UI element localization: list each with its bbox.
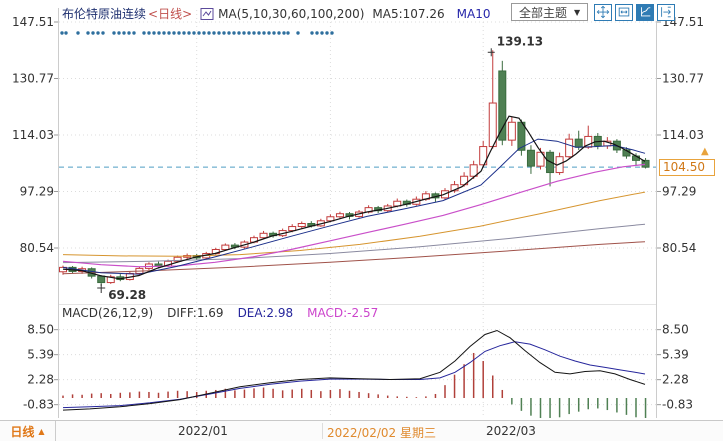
macd-axis-label-left: 8.50 <box>27 323 54 337</box>
price-markers-layer: 139.13 69.28 <box>97 34 543 302</box>
macd-axis-label-right: 2.28 <box>662 373 689 387</box>
event-dots-layer <box>60 31 334 35</box>
chart-header: 布伦特原油连续 <日线> MA(5,10,30,60,100,200) MA5:… <box>62 5 490 22</box>
y-axis-label-left: 80.54 <box>20 241 54 255</box>
x-axis-date-mar: 2022/03 <box>486 424 536 438</box>
last-price-tag[interactable]: 104.50 <box>659 159 715 176</box>
macd-axis-label-left: 2.28 <box>27 373 54 387</box>
macd-lines-layer <box>62 329 646 411</box>
y-axis-label-right: 114.03 <box>662 128 704 142</box>
y-axis-label-right: 97.29 <box>662 184 696 198</box>
macd-params-label[interactable]: MACD(26,12,9) <box>62 306 154 320</box>
period-selector[interactable]: 日线 ▲ <box>0 421 56 441</box>
x-axis-date-jan: 2022/01 <box>178 424 228 438</box>
theme-dropdown-label: 全部主题 <box>519 5 568 20</box>
theme-dropdown[interactable]: 全部主题 ▼ <box>511 3 589 21</box>
macd-axis-label-left: 5.39 <box>27 348 54 362</box>
ma10-label: MA10 <box>456 6 491 21</box>
high-price-label: 139.13 <box>497 34 543 48</box>
y-axis-label-left: 114.03 <box>12 128 54 142</box>
bottom-bar: 日线 ▲ 2022/01 2022/02/02 星期三 2022/03 <box>0 420 723 441</box>
macd-macd-value: MACD:-2.57 <box>307 306 379 320</box>
region-zoom-icon[interactable] <box>615 3 634 21</box>
ma-params-label[interactable]: MA(5,10,30,60,100,200) <box>218 6 365 21</box>
ma-line-MA100 <box>62 223 646 264</box>
chevron-down-icon: ▼ <box>574 7 581 17</box>
macd-diff-value: DIFF:1.69 <box>167 306 224 320</box>
macd-axis-label-right: 8.50 <box>662 323 689 337</box>
diff-line <box>62 329 646 411</box>
bottom-bar-divider <box>322 423 323 439</box>
ma5-value-label: MA5:107.26 <box>372 6 445 21</box>
grid-layer <box>54 8 661 418</box>
low-price-label: 69.28 <box>108 288 146 302</box>
ma-lines-layer <box>62 115 646 280</box>
price-up-arrow-icon: ▲ <box>701 146 709 157</box>
candles-layer <box>59 50 650 287</box>
ma-line-MA10 <box>62 138 646 275</box>
macd-dea-value: DEA:2.98 <box>237 306 294 320</box>
y-axis-label-left: 130.77 <box>12 71 54 85</box>
y-axis-label-left: 97.29 <box>20 184 54 198</box>
macd-axis-label-right: 5.39 <box>662 348 689 362</box>
pan-right-icon[interactable] <box>657 3 676 21</box>
macd-axis-label-right: -0.83 <box>662 398 693 412</box>
y-axis-label-right: 80.54 <box>662 241 696 255</box>
chart-toolbar: 全部主题 ▼ <box>511 3 676 21</box>
period-selector-label: 日线 <box>10 424 35 439</box>
axis-scale-icon[interactable] <box>636 3 655 21</box>
symbol-name[interactable]: 布伦特原油连续 <box>62 7 147 21</box>
dea-line <box>62 341 646 409</box>
macd-histogram-layer <box>62 352 647 418</box>
y-axis-label-right: 130.77 <box>662 71 704 85</box>
ma-line-MA60 <box>62 191 646 257</box>
ma-line-MA5 <box>62 115 646 280</box>
ma-line-MA200 <box>62 241 646 275</box>
kline-indicator-icon <box>200 7 214 21</box>
crosshair-move-icon[interactable] <box>594 3 613 21</box>
x-axis-date-highlighted: 2022/02/02 星期三 <box>327 426 436 440</box>
period-tag[interactable]: <日线> <box>148 7 193 21</box>
triangle-up-icon: ▲ <box>38 426 45 436</box>
y-axis-label-left: 147.51 <box>12 15 54 29</box>
macd-label-row: MACD(26,12,9) DIFF:1.69 DEA:2.98 MACD:-2… <box>62 306 378 320</box>
macd-axis-label-left: -0.83 <box>23 398 54 412</box>
